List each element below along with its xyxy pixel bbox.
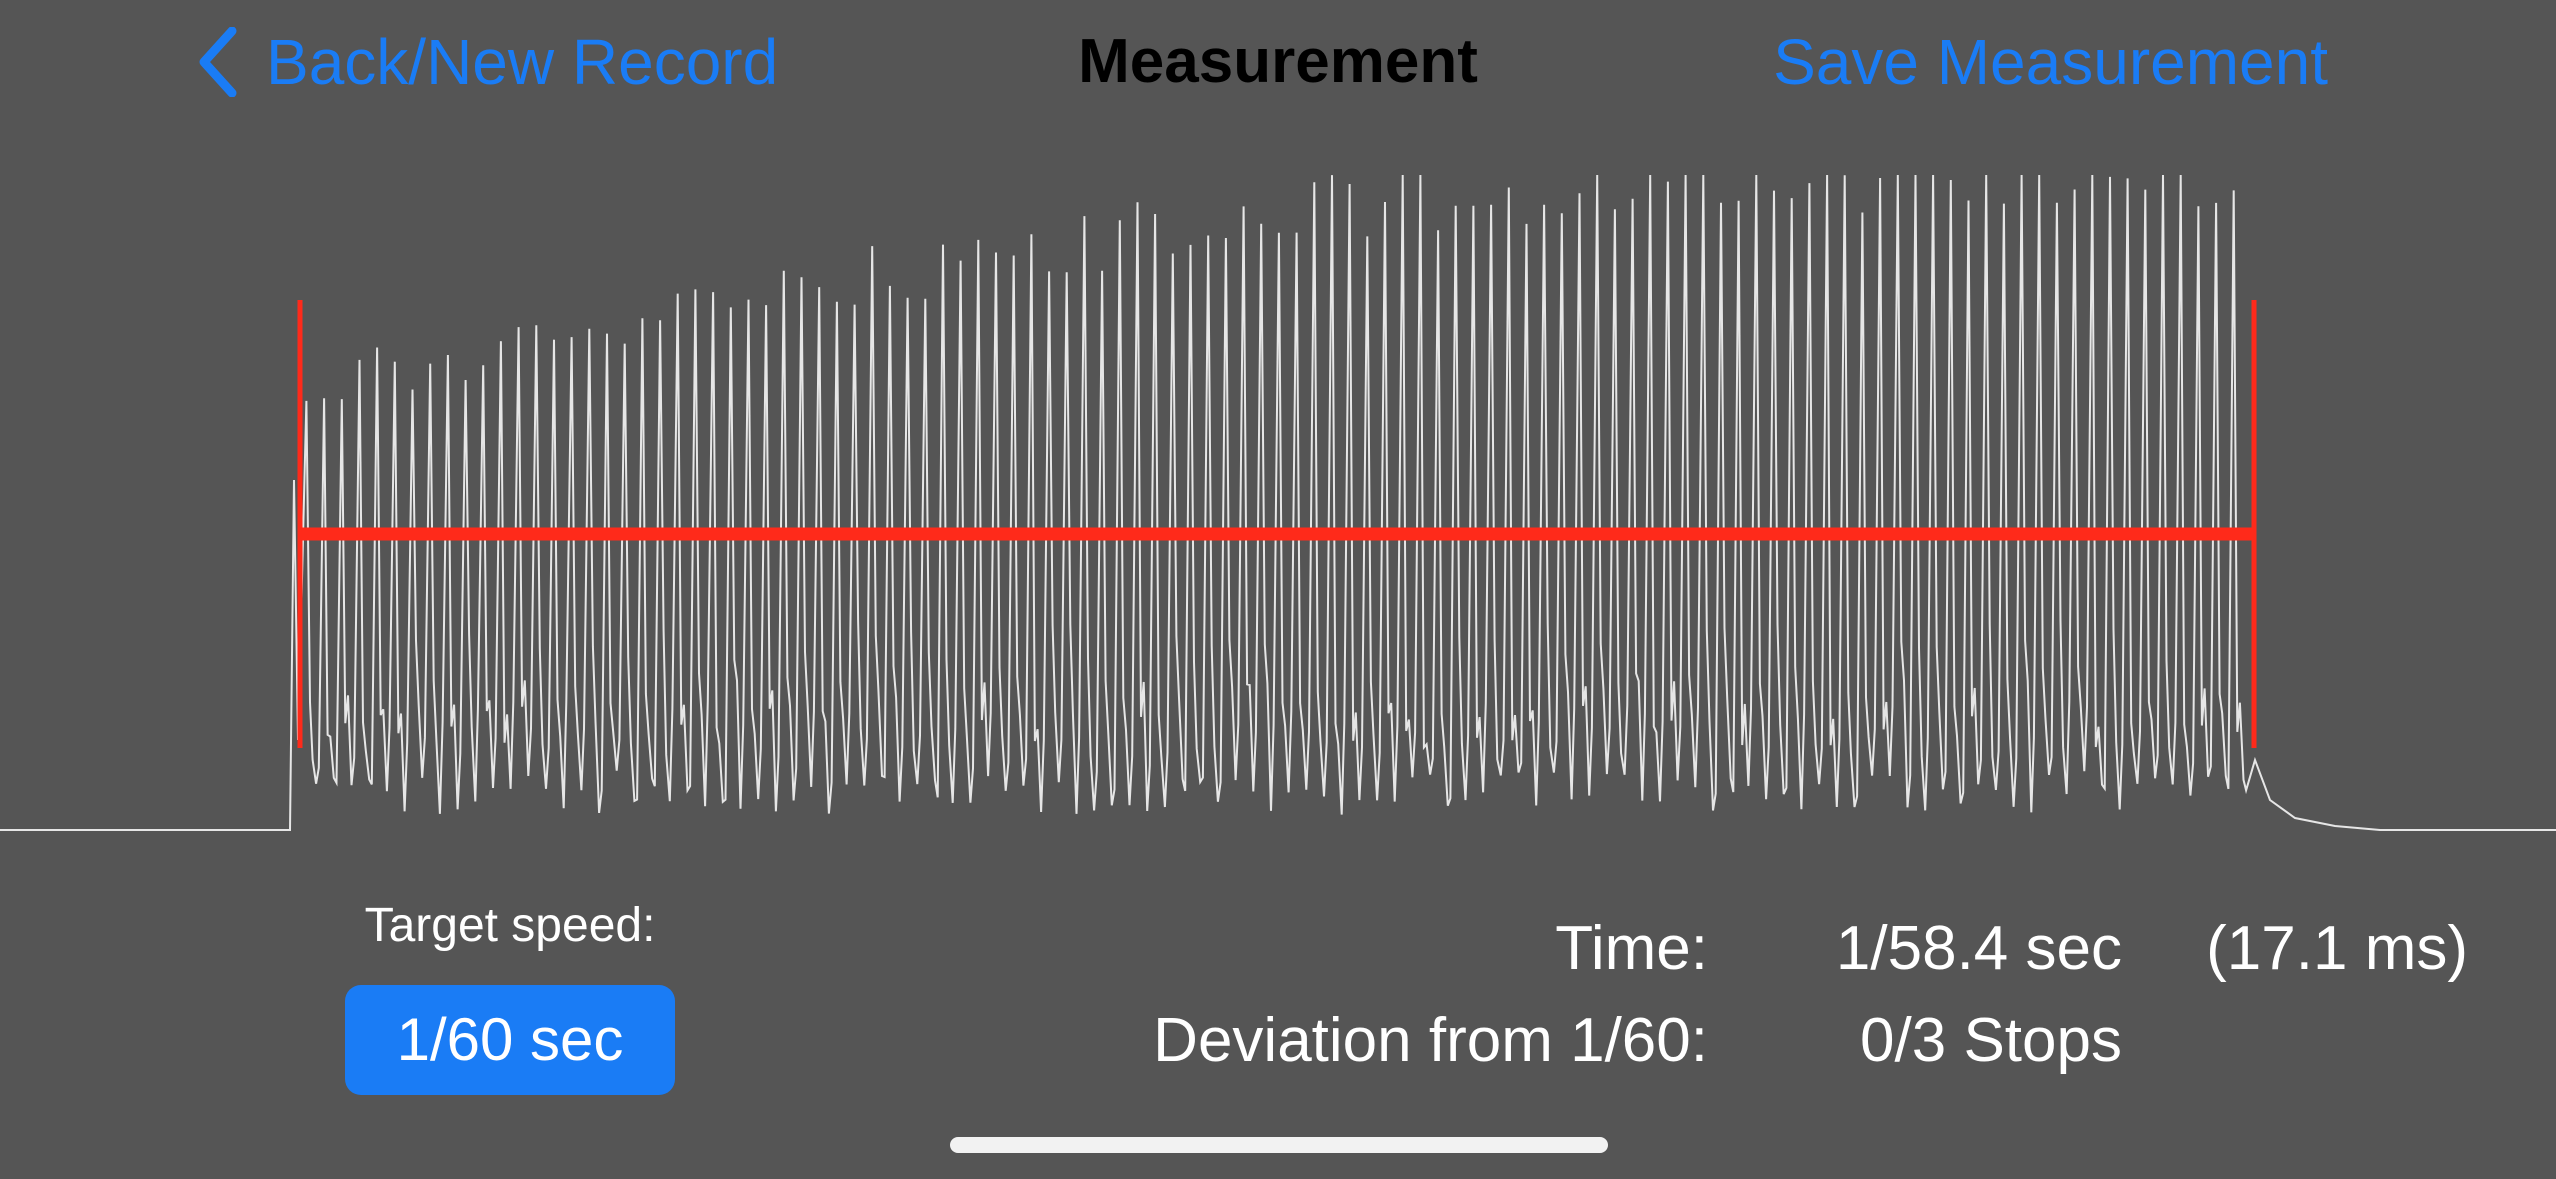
target-speed-label: Target speed: (364, 899, 656, 952)
measurement-markers (297, 300, 2257, 748)
light-waveform-plot (0, 174, 2556, 831)
deviation-value: 0/3 Stops (1860, 1006, 2122, 1075)
waveform-trace (0, 174, 2556, 831)
time-ms-value: (17.1 ms) (2206, 914, 2468, 983)
target-speed-button[interactable]: 1/60 sec (345, 985, 675, 1095)
chevron-left-icon (199, 27, 237, 97)
waveform-signal (0, 174, 2556, 831)
home-indicator (950, 1137, 1608, 1153)
back-button-label: Back/New Record (266, 26, 779, 98)
time-label: Time: (1555, 914, 1708, 983)
time-value: 1/58.4 sec (1835, 914, 2122, 983)
deviation-label: Deviation from 1/60: (1153, 1006, 1708, 1075)
save-measurement-button[interactable]: Save Measurement (1773, 26, 2328, 98)
back-new-record-button[interactable]: Back/New Record (198, 22, 778, 102)
